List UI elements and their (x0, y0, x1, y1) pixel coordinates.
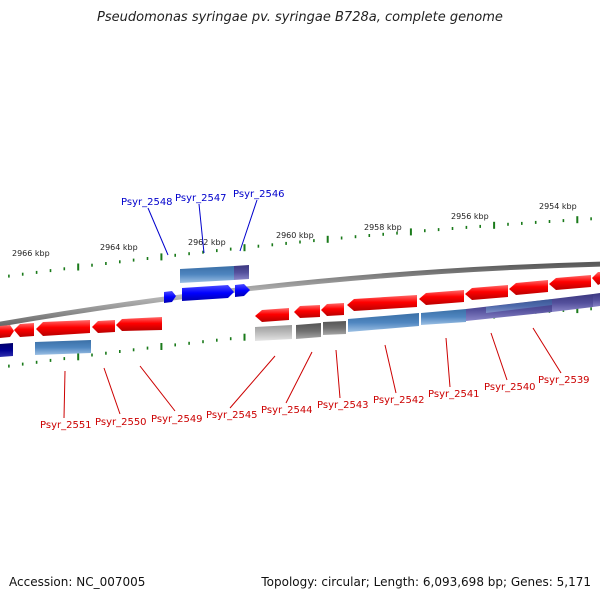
scale-label-2966: 2966 kbp (12, 249, 50, 258)
cds-block (0, 343, 13, 357)
gene-label-psyr-2539: Psyr_2539 (538, 375, 590, 386)
accession-text: Accession: NC_007005 (9, 575, 146, 589)
cds-block (323, 321, 346, 335)
forward-leader-lines (147, 199, 258, 256)
leader-line (147, 207, 169, 256)
leader-line (335, 349, 341, 399)
gene-arrow (0, 325, 14, 338)
scale-ticks-outer (8, 216, 592, 278)
gene-arrow (92, 320, 115, 333)
leader-line (490, 332, 508, 381)
scale-label-2958: 2958 kbp (364, 223, 402, 232)
leader-line (445, 337, 451, 388)
reverse-gene-track (0, 272, 600, 338)
reverse-cds-track (0, 293, 600, 357)
scale-label-2956: 2956 kbp (451, 212, 489, 221)
cds-block (593, 293, 600, 307)
cds-block (486, 299, 552, 313)
genome-backbone (0, 261, 600, 327)
cds-block (180, 266, 234, 283)
gene-arrow (255, 308, 289, 322)
gene-arrow (164, 291, 176, 303)
forward-labels: Psyr_2548 Psyr_2547 Psyr_2546 (121, 189, 285, 208)
leader-line (198, 203, 205, 254)
gene-label-psyr-2545: Psyr_2545 (206, 410, 258, 421)
leader-line (63, 370, 66, 419)
scale-label-2962: 2962 kbp (188, 238, 226, 247)
gene-label-psyr-2549: Psyr_2549 (151, 414, 203, 425)
leader-line (139, 365, 176, 412)
leader-line (532, 327, 562, 374)
gene-arrow (116, 317, 162, 331)
leader-line (384, 344, 397, 394)
gene-arrow (321, 303, 344, 316)
gene-label-psyr-2548: Psyr_2548 (121, 197, 173, 208)
reverse-leader-lines (63, 327, 562, 419)
map-title: Pseudomonas syringae pv. syringae B728a,… (97, 10, 503, 25)
gene-label-psyr-2550: Psyr_2550 (95, 417, 147, 428)
cds-block (234, 265, 249, 280)
gene-arrow (509, 280, 548, 295)
gene-label-psyr-2546: Psyr_2546 (233, 189, 285, 200)
cds-block (296, 323, 321, 339)
gene-label-psyr-2543: Psyr_2543 (317, 400, 369, 411)
cds-block (35, 340, 91, 355)
gene-arrow (465, 285, 508, 300)
reverse-labels: Psyr_2551 Psyr_2550 Psyr_2549 Psyr_2545 … (40, 375, 590, 431)
gene-arrow (347, 295, 417, 311)
gene-arrow (36, 320, 90, 336)
gene-arrow (592, 272, 600, 285)
gene-label-psyr-2544: Psyr_2544 (261, 405, 313, 416)
gene-arrow (182, 285, 234, 301)
cds-block (348, 313, 419, 332)
gene-label-psyr-2551: Psyr_2551 (40, 420, 92, 431)
gene-label-psyr-2547: Psyr_2547 (175, 193, 227, 204)
leader-line (239, 199, 258, 252)
scale-label-2964: 2964 kbp (100, 243, 138, 252)
cds-block (255, 325, 292, 341)
leader-line (103, 367, 121, 415)
gene-label-psyr-2541: Psyr_2541 (428, 389, 480, 400)
scale-label-2954: 2954 kbp (539, 202, 577, 211)
gene-arrow (549, 275, 591, 290)
gene-label-psyr-2542: Psyr_2542 (373, 395, 425, 406)
gene-arrow (419, 290, 464, 305)
gene-arrow (14, 323, 34, 337)
scale-label-2960: 2960 kbp (276, 231, 314, 240)
topology-text: Topology: circular; Length: 6,093,698 bp… (261, 575, 591, 589)
gene-arrow (235, 284, 250, 297)
forward-cds-track (180, 265, 249, 283)
leader-line (285, 351, 313, 404)
cds-block (552, 294, 593, 312)
gene-label-psyr-2540: Psyr_2540 (484, 382, 536, 393)
forward-gene-track (164, 284, 250, 303)
leader-line (229, 355, 276, 409)
cds-block (421, 309, 466, 325)
scale-labels: 2966 kbp 2964 kbp 2962 kbp 2960 kbp 2958… (12, 202, 577, 258)
gene-arrow (294, 305, 320, 318)
